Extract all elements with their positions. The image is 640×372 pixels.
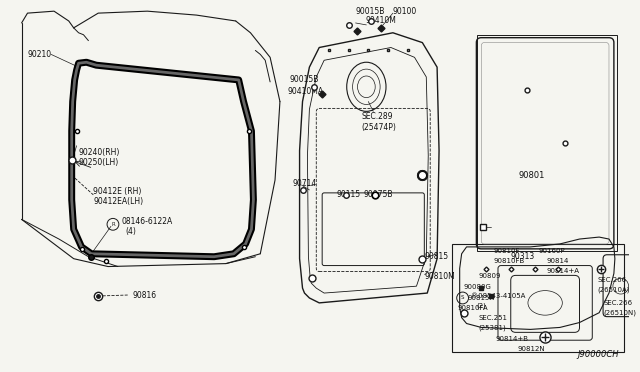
Text: 90080G: 90080G (463, 284, 492, 290)
Text: SEC.251: SEC.251 (478, 315, 508, 321)
Text: SEC.266: SEC.266 (597, 277, 627, 283)
Text: 90714: 90714 (292, 179, 317, 187)
Text: ®08543-4105A: ®08543-4105A (472, 293, 526, 299)
Text: 90015B: 90015B (290, 76, 319, 84)
Text: 90313: 90313 (511, 252, 535, 261)
Text: 90815: 90815 (424, 252, 449, 261)
Text: 90160P: 90160P (538, 248, 565, 254)
Text: 90801: 90801 (518, 171, 545, 180)
Text: (2): (2) (476, 302, 486, 309)
Text: 90812N: 90812N (518, 346, 545, 352)
Text: (26510A): (26510A) (597, 287, 630, 294)
Text: 90814: 90814 (546, 258, 568, 264)
Text: 90810FA: 90810FA (458, 305, 488, 311)
Text: 90810F: 90810F (493, 248, 520, 254)
Text: 90410M: 90410M (365, 16, 396, 26)
Text: 08146-6122A: 08146-6122A (122, 217, 173, 226)
Text: 90100: 90100 (393, 7, 417, 16)
Text: SEC.289: SEC.289 (362, 112, 393, 121)
Text: 90815X: 90815X (468, 295, 495, 301)
Text: 90412E (RH): 90412E (RH) (93, 187, 141, 196)
Text: 90410MA: 90410MA (288, 87, 324, 96)
Text: (4): (4) (125, 227, 136, 236)
Text: 90075B: 90075B (364, 190, 393, 199)
Text: S: S (461, 295, 465, 301)
Text: (25381): (25381) (478, 324, 506, 331)
Bar (452, 244, 624, 352)
Text: 90810M: 90810M (424, 272, 455, 281)
Text: 90809: 90809 (478, 273, 501, 279)
Text: 90115: 90115 (337, 190, 361, 199)
Text: (25474P): (25474P) (362, 122, 396, 132)
Text: (26510N): (26510N) (603, 310, 636, 316)
Text: 90814+B: 90814+B (495, 336, 528, 342)
Text: 90816: 90816 (132, 291, 157, 299)
Text: 90810FB: 90810FB (493, 258, 524, 264)
Text: 90015B: 90015B (356, 7, 385, 16)
Text: 90210: 90210 (28, 50, 52, 59)
Text: 90250(LH): 90250(LH) (79, 158, 119, 167)
Text: 90814+A: 90814+A (546, 269, 579, 275)
Bar (477, 35, 617, 251)
Text: 90240(RH): 90240(RH) (79, 148, 120, 157)
Text: 90412EA(LH): 90412EA(LH) (93, 197, 143, 206)
Text: J90000CH: J90000CH (577, 350, 619, 359)
Text: R: R (111, 222, 115, 227)
Text: SEC.266: SEC.266 (603, 300, 632, 306)
